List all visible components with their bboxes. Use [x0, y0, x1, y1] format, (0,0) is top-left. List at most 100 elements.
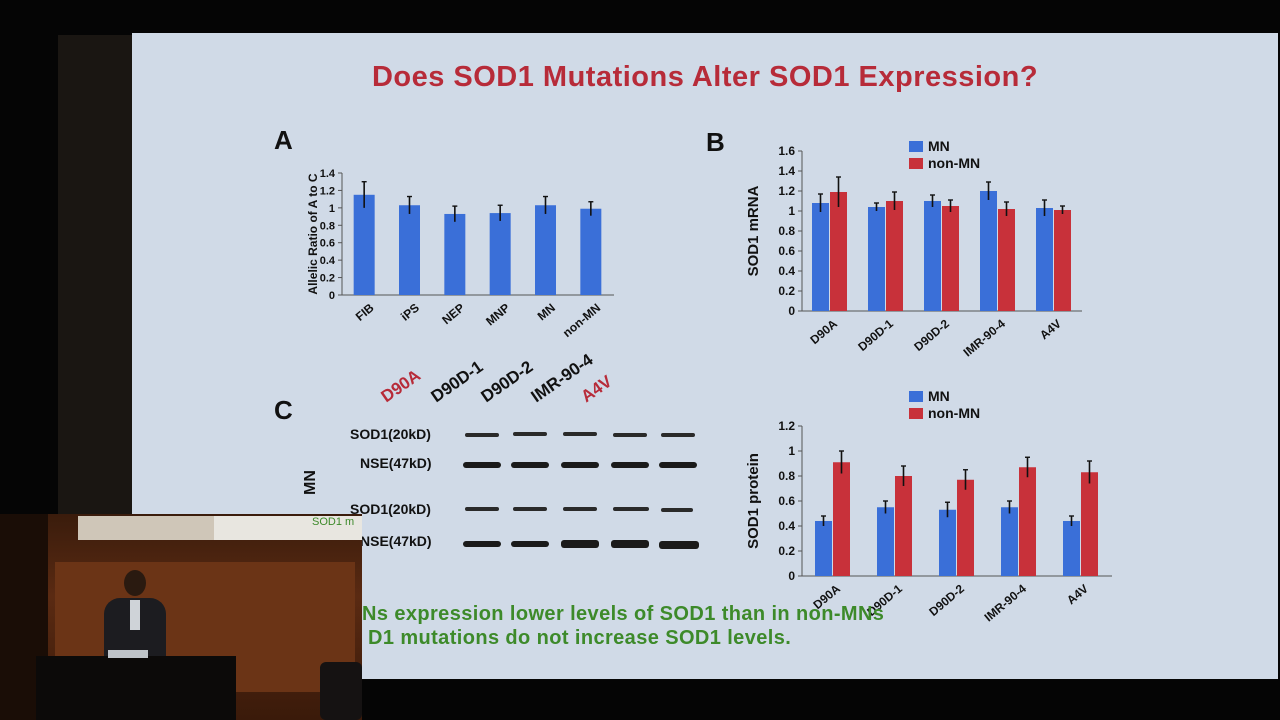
podium: [36, 656, 236, 720]
speaker-camera-inset: SOD1 m: [0, 514, 362, 720]
y-tick-label: 1.2: [320, 185, 335, 197]
x-tick-label: IMR-90-4: [982, 581, 1030, 624]
blot-band: [613, 433, 647, 437]
blot-band: [513, 507, 547, 511]
legend-label: MN: [928, 138, 950, 154]
legend-swatch: [909, 408, 923, 419]
blot-band: [661, 508, 693, 512]
y-tick-label: 1.2: [778, 419, 795, 433]
bar-mn: [1063, 521, 1080, 576]
bar-non-mn: [957, 479, 974, 576]
y-tick-label: 0.2: [778, 544, 795, 558]
x-tick-label: MN: [535, 301, 558, 324]
blot-group-mn: MN: [302, 470, 319, 495]
y-tick-label: 0.4: [778, 264, 795, 278]
blot-label-sod1: SOD1(20kD): [350, 501, 431, 517]
legend-label: non-MN: [928, 405, 980, 421]
y-tick-label: 1: [788, 204, 795, 218]
bar-mn: [1001, 507, 1018, 576]
blot-band: [659, 541, 699, 549]
x-tick-label: D90D-2: [926, 581, 967, 619]
blot-label-sod1: SOD1(20kD): [350, 426, 431, 442]
blot-band: [463, 462, 501, 468]
bar-allelic-ratio: [489, 213, 511, 295]
y-tick-label: 1.4: [320, 168, 336, 180]
legend-swatch: [909, 158, 923, 169]
chair: [320, 662, 362, 720]
panel-b-letter: B: [706, 127, 725, 157]
bar-mn: [812, 203, 829, 311]
y-tick-label: 0.6: [778, 494, 795, 508]
y-axis-label: SOD1 mRNA: [745, 185, 762, 276]
legend-swatch: [909, 141, 923, 152]
conclusion-line-1: Ns expression lower levels of SOD1 than …: [362, 603, 885, 625]
conclusion-line-2: D1 mutations do not increase SOD1 levels…: [368, 627, 792, 649]
blot-band: [563, 432, 597, 436]
speaker-head: [124, 570, 146, 596]
y-tick-label: 0.6: [778, 244, 795, 258]
bar-non-mn: [895, 476, 912, 576]
x-tick-label: IMR-90-4: [961, 316, 1009, 359]
projection-shadow: [58, 35, 138, 515]
bar-non-mn: [830, 192, 847, 311]
x-tick-label: iPS: [398, 301, 422, 324]
blot-band: [465, 433, 499, 437]
panel-a-letter: A: [274, 125, 293, 155]
bar-mn: [980, 191, 997, 311]
x-tick-label: FIB: [353, 300, 377, 323]
y-tick-label: 0.8: [320, 220, 335, 232]
x-tick-label: D90D-1: [855, 316, 896, 354]
bar-allelic-ratio: [580, 208, 602, 295]
bar-allelic-ratio: [535, 205, 556, 295]
blot-band: [463, 541, 501, 547]
y-tick-label: 1.6: [778, 144, 795, 158]
x-tick-label: MNP: [483, 301, 512, 329]
inset-screen-text: SOD1 m: [312, 516, 355, 528]
blot-lane-label: A4V: [577, 371, 616, 407]
legend-label: non-MN: [928, 155, 980, 171]
y-tick-label: 0.2: [778, 284, 795, 298]
bar-allelic-ratio: [444, 213, 466, 295]
bar-allelic-ratio: [399, 205, 420, 295]
bar-mn: [868, 207, 885, 311]
laptop: [108, 650, 148, 658]
bar-non-mn: [886, 201, 903, 311]
x-tick-label: D90A: [807, 316, 840, 347]
legend-swatch: [909, 391, 923, 402]
blot-band: [613, 507, 649, 511]
y-tick-label: 0.8: [778, 469, 795, 483]
blot-band: [661, 433, 695, 437]
blot-band: [561, 540, 599, 548]
legend-label: MN: [928, 388, 950, 404]
y-tick-label: 0.2: [320, 273, 335, 285]
y-axis-label: SOD1 protein: [745, 453, 762, 549]
y-axis-label: Allelic Ratio of A to C: [306, 173, 320, 294]
bar-allelic-ratio: [353, 194, 375, 295]
bar-non-mn: [1054, 210, 1071, 311]
y-tick-label: 0.4: [320, 255, 336, 267]
x-tick-label: A4V: [1037, 317, 1064, 343]
y-tick-label: 1.4: [778, 164, 795, 178]
blot-band: [511, 541, 549, 547]
x-tick-label: NEP: [439, 301, 467, 328]
bar-mn: [924, 201, 941, 311]
y-tick-label: 1: [788, 444, 795, 458]
bar-non-mn: [1019, 467, 1036, 576]
blot-label-nse: NSE(47kD): [360, 455, 432, 471]
y-tick-label: 0: [329, 290, 335, 302]
bar-non-mn: [942, 206, 959, 311]
y-tick-label: 0: [788, 304, 795, 318]
y-tick-label: 0: [788, 569, 795, 583]
bar-mn: [939, 509, 956, 576]
bar-non-mn: [998, 209, 1015, 311]
bar-non-mn: [1081, 472, 1098, 576]
x-tick-label: A4V: [1064, 582, 1091, 608]
y-tick-label: 0.6: [320, 238, 335, 250]
y-tick-label: 0.8: [778, 224, 795, 238]
bar-mn: [1036, 208, 1053, 311]
slide-title: Does SOD1 Mutations Alter SOD1 Expressio…: [371, 61, 1039, 93]
blot-band: [511, 462, 549, 468]
blot-band: [561, 462, 599, 468]
